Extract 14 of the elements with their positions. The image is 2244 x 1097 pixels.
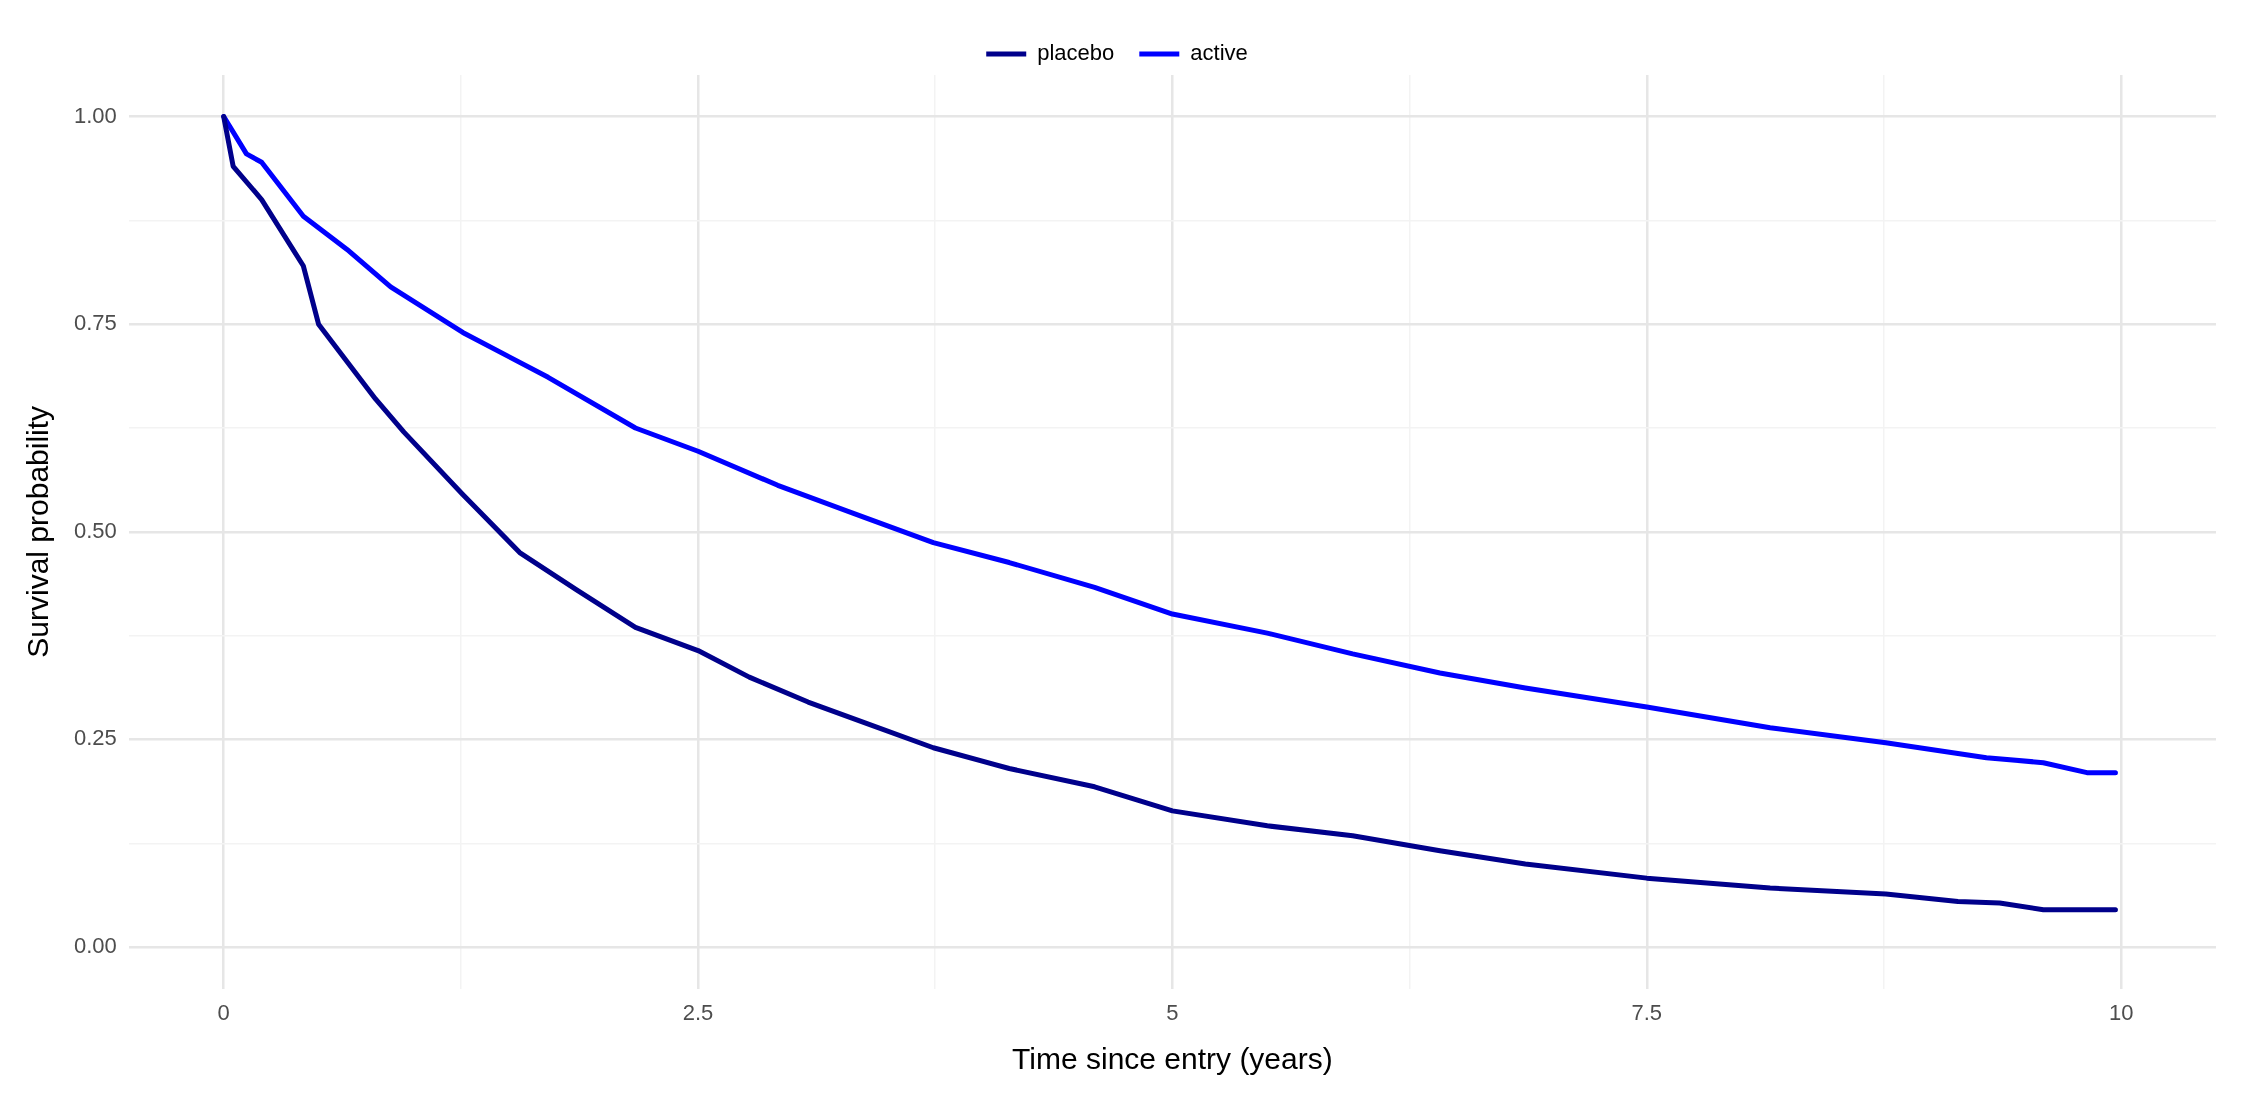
y-axis-title: Survival probability (21, 405, 55, 658)
y-tick-label: 0.75 (73, 310, 117, 336)
x-tick-label: 10 (2108, 999, 2134, 1025)
x-tick-label: 0 (217, 999, 230, 1025)
legend-label: placebo (1037, 40, 1115, 66)
y-tick-label: 0.25 (73, 725, 117, 751)
y-tick-label: 1.00 (73, 102, 117, 128)
y-tick-label: 0.50 (73, 517, 117, 543)
x-tick-label: 7.5 (1631, 999, 1663, 1025)
x-tick-label: 5 (1166, 999, 1179, 1025)
x-axis-title: Time since entry (years) (1012, 1042, 1333, 1076)
legend-label: active (1190, 40, 1248, 66)
x-tick-label: 2.5 (682, 999, 714, 1025)
y-tick-label: 0.00 (73, 933, 117, 959)
